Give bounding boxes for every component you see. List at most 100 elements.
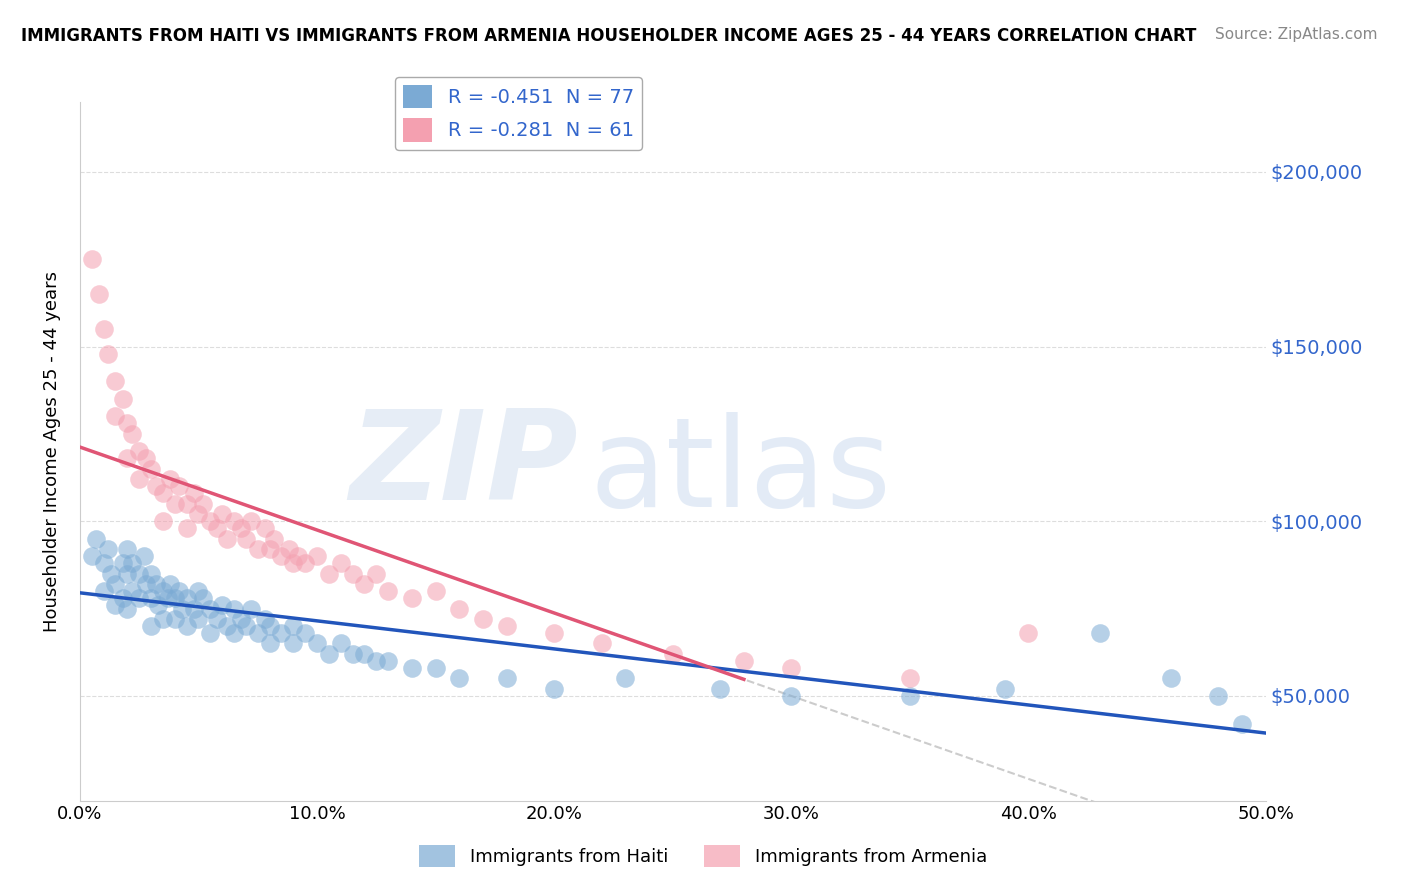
Point (235, 532, 257, 546)
Text: ZIP: ZIP (349, 405, 578, 525)
Point (80, 252, 103, 267)
Point (318, 566, 340, 581)
Point (207, 521, 229, 535)
Point (305, 636, 328, 650)
Point (353, 577, 375, 591)
Point (709, 681, 731, 696)
Point (377, 584, 399, 599)
Point (377, 654, 399, 668)
Point (200, 514, 222, 528)
Point (591, 636, 613, 650)
Point (117, 566, 139, 581)
Point (117, 417, 139, 431)
Point (128, 472, 150, 486)
Y-axis label: Householder Income Ages 25 - 44 years: Householder Income Ages 25 - 44 years (44, 271, 60, 632)
Point (111, 556, 134, 570)
Text: Source: ZipAtlas.com: Source: ZipAtlas.com (1215, 27, 1378, 42)
Point (733, 654, 755, 668)
Point (187, 584, 209, 599)
Point (163, 612, 186, 626)
Point (231, 521, 253, 535)
Point (231, 612, 253, 626)
Point (253, 521, 276, 535)
Point (97, 542, 120, 557)
Point (139, 462, 162, 476)
Point (200, 601, 222, 615)
Point (215, 619, 238, 633)
Point (329, 556, 352, 570)
Point (449, 601, 471, 615)
Point (104, 375, 127, 389)
Point (780, 689, 803, 703)
Point (277, 542, 299, 557)
Point (176, 619, 198, 633)
Point (253, 612, 276, 626)
Point (318, 647, 340, 661)
Point (139, 591, 162, 605)
Point (193, 497, 215, 511)
Point (259, 542, 281, 557)
Point (104, 577, 127, 591)
Point (246, 542, 269, 557)
Point (239, 514, 262, 528)
Point (283, 636, 305, 650)
Point (104, 598, 127, 612)
Point (145, 577, 167, 591)
Point (543, 681, 565, 696)
Point (104, 409, 127, 424)
Point (152, 514, 174, 528)
Point (898, 672, 921, 686)
Point (222, 514, 245, 528)
Point (187, 507, 209, 521)
Point (259, 636, 281, 650)
Point (121, 426, 143, 441)
Point (329, 636, 352, 650)
Point (128, 566, 150, 581)
Point (200, 626, 222, 640)
Point (132, 549, 155, 563)
Point (211, 507, 233, 521)
Text: atlas: atlas (589, 412, 891, 533)
Point (287, 549, 309, 563)
Point (86, 532, 108, 546)
Point (495, 619, 517, 633)
Point (152, 584, 174, 599)
Point (239, 601, 262, 615)
Point (263, 532, 285, 546)
Point (183, 486, 205, 500)
Point (294, 626, 316, 640)
Point (780, 661, 803, 675)
Point (145, 479, 167, 493)
Point (1088, 626, 1111, 640)
Point (449, 672, 471, 686)
Point (994, 681, 1017, 696)
Point (187, 612, 209, 626)
Point (495, 672, 517, 686)
Point (1018, 626, 1040, 640)
Point (183, 601, 205, 615)
Point (152, 612, 174, 626)
Point (211, 598, 233, 612)
Point (87, 287, 110, 301)
Point (401, 591, 423, 605)
Point (156, 591, 179, 605)
Point (207, 612, 229, 626)
Point (1206, 689, 1229, 703)
Point (117, 542, 139, 557)
Point (342, 566, 364, 581)
Point (614, 672, 637, 686)
Point (128, 591, 150, 605)
Point (1230, 716, 1253, 731)
Point (170, 601, 193, 615)
Point (176, 521, 198, 535)
Point (117, 451, 139, 466)
Point (159, 472, 181, 486)
Point (366, 654, 388, 668)
Point (139, 619, 162, 633)
Point (176, 591, 198, 605)
Point (176, 497, 198, 511)
Point (163, 497, 186, 511)
Point (159, 577, 181, 591)
Point (366, 566, 388, 581)
Point (283, 556, 305, 570)
